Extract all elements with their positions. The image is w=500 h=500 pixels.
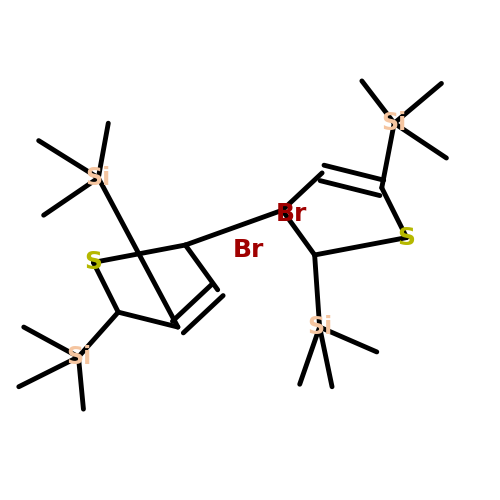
Text: Br: Br: [276, 202, 307, 226]
Text: Si: Si: [382, 111, 407, 135]
Text: S: S: [398, 226, 415, 250]
Text: Si: Si: [66, 345, 91, 369]
Text: S: S: [84, 250, 102, 274]
Text: Br: Br: [232, 238, 264, 262]
Text: Si: Si: [307, 315, 332, 339]
Text: Si: Si: [86, 166, 111, 190]
